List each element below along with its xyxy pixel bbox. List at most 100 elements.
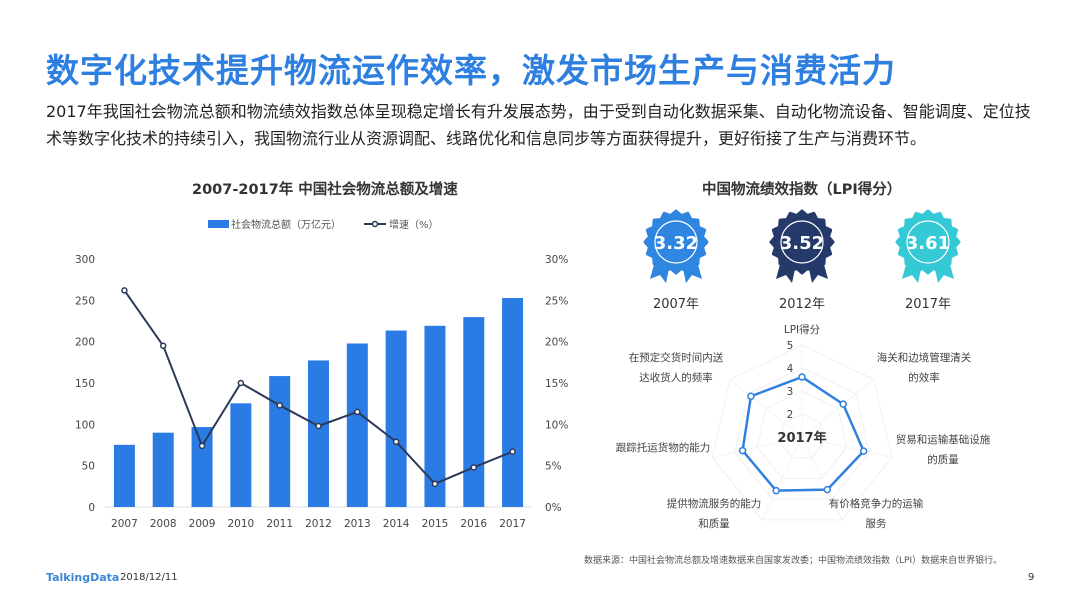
radar-scale-label: 4	[787, 363, 794, 375]
radar-axis-label: 跟踪托运货物的能力	[603, 438, 723, 458]
legend-line-marker	[371, 220, 379, 228]
radar-chart: 2 3 4 5 2017年	[711, 340, 893, 521]
radar-grid-ring	[734, 367, 870, 500]
radar-point	[798, 373, 806, 381]
growth-point	[276, 402, 283, 409]
radar-spoke	[729, 379, 803, 438]
radar-axis-label-line: 跟踪托运货物的能力	[615, 442, 711, 454]
y2-axis-tick-label: 15%	[545, 378, 568, 390]
radar-point	[823, 485, 832, 494]
radar-axis-label-line: 达收货人的频率	[639, 372, 713, 384]
y2-axis-tick-label: 0%	[545, 502, 562, 514]
radar-axis-label-line: 提供物流服务的能力	[666, 498, 762, 510]
radar-axis-label-line: LPI得分	[783, 324, 821, 336]
bar	[308, 360, 329, 507]
growth-point	[237, 379, 245, 387]
radar-point	[859, 447, 868, 455]
growth-point	[392, 438, 400, 445]
growth-point	[159, 342, 167, 350]
growth-point	[315, 422, 322, 430]
y2-axis-tick-label: 10%	[545, 419, 568, 431]
radar-axis-label: 海关和边境管理清关 的效率	[864, 348, 984, 388]
bar-chart-title: 2007-2017年 中国社会物流总额及增速	[192, 182, 458, 198]
talkingdata-logo: TalkingData	[46, 571, 120, 584]
x-axis-tick-label: 2014	[383, 518, 410, 530]
badge-score: 3.61	[906, 233, 950, 254]
lpi-title: 中国物流绩效指数（LPI得分）	[702, 182, 902, 198]
x-axis-tick-label: 2010	[227, 518, 254, 530]
radar-axis-label-line: 贸易和运输基础设施	[895, 434, 991, 446]
y-axis-tick-label: 50	[82, 461, 95, 473]
growth-point	[470, 464, 478, 471]
y-axis-tick-label: 0	[88, 502, 95, 514]
growth-point	[198, 442, 206, 450]
growth-point	[509, 448, 516, 455]
x-axis-tick-label: 2013	[344, 518, 371, 530]
growth-point	[431, 480, 439, 488]
legend-line-label: 增速（%）	[389, 218, 439, 231]
radar-series-shape	[741, 375, 866, 492]
footer-date: 2018/12/11	[120, 572, 178, 583]
radar-spoke	[801, 379, 875, 438]
radar-center-label: 2017年	[777, 430, 826, 446]
seal-ring	[780, 220, 824, 264]
y-axis-tick-label: 150	[75, 378, 95, 390]
bar	[346, 343, 368, 507]
x-axis-tick-label: 2011	[266, 518, 293, 530]
radar-grid-ring	[711, 344, 893, 521]
bar	[191, 427, 213, 507]
badge-year: 2007年	[652, 297, 700, 312]
x-axis-tick-label: 2015	[422, 518, 449, 530]
y2-axis-tick-label: 5%	[545, 461, 562, 473]
radar-spoke	[801, 436, 843, 521]
radar-axis-label-line: 在预定交货时间内送	[628, 352, 724, 364]
radar-spoke	[801, 436, 892, 458]
bar	[152, 432, 174, 507]
x-axis-tick-label: 2009	[189, 518, 216, 530]
page-title: 数字化技术提升物流运作效率，激发市场生产与消费活力	[46, 51, 896, 90]
y-axis-tick-label: 100	[75, 419, 95, 431]
x-axis-tick-label: 2017	[499, 518, 526, 530]
radar-axis-label: 有价格竞争力的运输 服务	[816, 494, 936, 534]
page-number: 9	[1028, 572, 1035, 583]
radar-axis-label-line: 海关和边境管理清关	[876, 352, 972, 364]
y2-axis-tick-label: 20%	[545, 337, 568, 349]
radar-axis-label-line: 服务	[865, 518, 887, 530]
seal-icon	[643, 209, 709, 275]
bar	[463, 317, 485, 507]
legend-bar-label: 社会物流总额（万亿元）	[231, 218, 341, 231]
radar-axis-label-line: 和质量	[698, 518, 730, 530]
bar	[113, 444, 135, 507]
radar-axis-label: 在预定交货时间内送 达收货人的频率	[616, 348, 736, 388]
growth-point	[354, 408, 361, 416]
x-axis-tick-label: 2007	[111, 518, 138, 530]
legend-bar-swatch	[208, 220, 229, 228]
badge-2012年: 3.52	[769, 209, 835, 283]
seal-icon	[895, 209, 961, 275]
badge-2007年: 3.32	[643, 209, 709, 283]
y-axis-tick-label: 300	[75, 254, 95, 266]
x-axis-tick-label: 2012	[305, 518, 332, 530]
seal-icon	[769, 209, 835, 275]
radar-point	[839, 400, 847, 408]
radar-axis-label: 贸易和运输基础设施 的质量	[883, 430, 1003, 470]
bar	[502, 298, 524, 507]
badge-score: 3.52	[780, 233, 824, 254]
y-axis-tick-label: 200	[75, 337, 95, 349]
seal-ring	[654, 220, 698, 264]
x-axis-tick-label: 2016	[460, 518, 487, 530]
badge-year: 2012年	[778, 297, 826, 312]
growth-point	[121, 287, 128, 294]
bar	[424, 325, 446, 507]
seal-ring	[906, 220, 950, 264]
intro-paragraph: 2017年我国社会物流总额和物流绩效指数总体呈现稳定增长有升发展态势，由于受到自…	[46, 102, 1031, 148]
radar-axis-label-line: 有价格竞争力的运输	[828, 498, 924, 510]
radar-grid-ring	[779, 413, 825, 459]
radar-scale-label: 2	[787, 409, 794, 421]
badge-score: 3.32	[654, 233, 698, 254]
badge-2017年: 3.61	[895, 209, 961, 283]
radar-spoke	[761, 436, 803, 521]
radar-axis-label: 提供物流服务的能力 和质量	[654, 494, 774, 534]
radar-scale-label: 5	[787, 340, 794, 352]
y-axis-tick-label: 250	[75, 295, 95, 307]
